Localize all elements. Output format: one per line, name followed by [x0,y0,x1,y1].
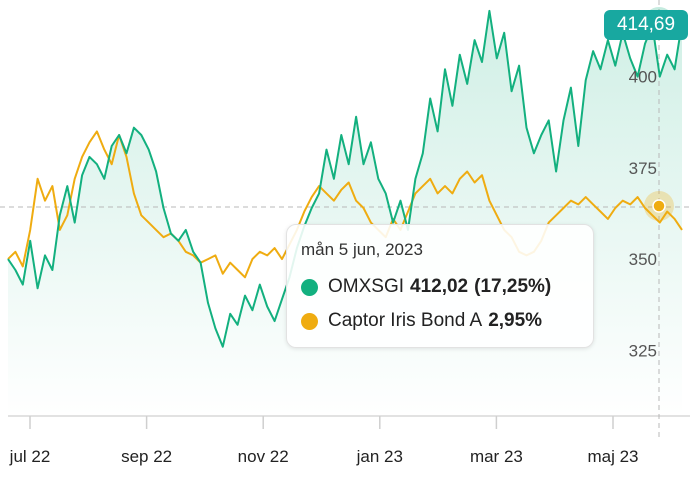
omxsgi-area-fill [8,10,682,417]
x-tick-label: nov 22 [238,447,289,466]
y-tick-label: 400 [629,68,657,87]
tooltip-row-omxsgi: OMXSGI 412,02 (17,25%) [301,275,593,299]
omxsgi-legend-dot [301,278,318,296]
tooltip-series-percent: (17,25%) [474,276,552,297]
x-tick-label: jul 22 [9,447,51,466]
tooltip-series-value: 2,95% [488,310,543,331]
captor-legend-dot [301,312,318,330]
x-tick-label: maj 23 [587,447,638,466]
tooltip-series-name: Captor Iris Bond A [328,310,483,331]
y-tick-label: 375 [629,159,657,178]
captor-hover-dot [652,199,666,213]
x-tick-label: sep 22 [121,447,172,466]
tooltip-series-value: 412,02 [410,276,469,297]
current-price-badge: 414,69 [604,10,688,40]
x-tick-label: jan 23 [356,447,403,466]
tooltip-series-name: OMXSGI [328,276,405,297]
y-tick-label: 350 [629,250,657,269]
tooltip-row-captor: Captor Iris Bond A 2,95% [301,309,593,333]
omxsgi-series-line [7,9,683,348]
tooltip-date: mån 5 jun, 2023 [301,240,423,259]
y-tick-label: 325 [629,341,657,360]
chart-tooltip: mån 5 jun, 2023 OMXSGI 412,02 (17,25%) C… [286,224,594,348]
x-tick-label: mar 23 [470,447,523,466]
